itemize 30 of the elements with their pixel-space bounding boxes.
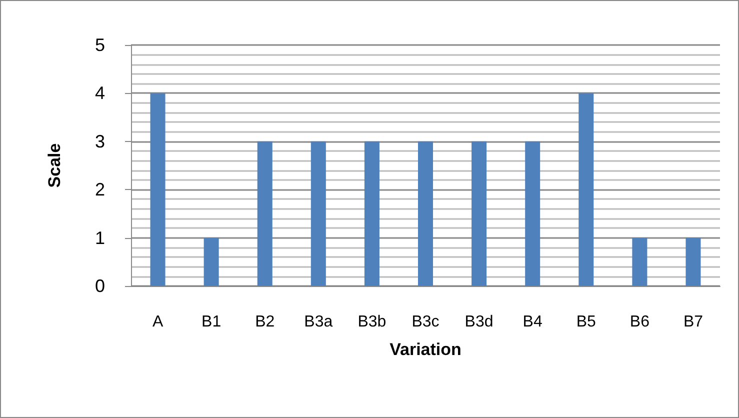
bar — [257, 141, 272, 286]
bar — [364, 141, 380, 286]
bar — [150, 93, 166, 286]
x-tick-label: B3d — [464, 314, 494, 330]
bar — [632, 238, 648, 286]
x-tick-label: B3c — [412, 314, 440, 330]
bar — [204, 238, 219, 286]
y-tick-label: 2 — [94, 180, 105, 200]
bar — [472, 141, 487, 286]
x-tick-label: B7 — [683, 314, 704, 330]
y-tick-label: 0 — [94, 276, 105, 296]
bar — [418, 141, 433, 286]
bar — [525, 141, 540, 286]
x-tick-label: B4 — [522, 314, 542, 330]
x-axis-title: Variation — [390, 340, 462, 359]
y-axis-title: Scale — [45, 143, 64, 188]
y-tick-label: 5 — [94, 35, 105, 55]
y-tick-label: 1 — [94, 228, 105, 248]
x-tick-label: B3a — [304, 314, 333, 330]
x-tick-label: B5 — [576, 314, 596, 330]
bar — [686, 238, 701, 286]
x-tick-label: B3b — [358, 314, 386, 330]
y-tick-label: 4 — [94, 83, 105, 104]
bar — [578, 93, 594, 286]
x-tick-label: A — [152, 314, 164, 330]
y-tick-label: 3 — [94, 131, 105, 152]
x-tick-label: B6 — [630, 314, 650, 330]
x-tick-label: B2 — [255, 314, 275, 330]
bar — [310, 141, 326, 286]
x-tick-label: B1 — [202, 314, 222, 330]
